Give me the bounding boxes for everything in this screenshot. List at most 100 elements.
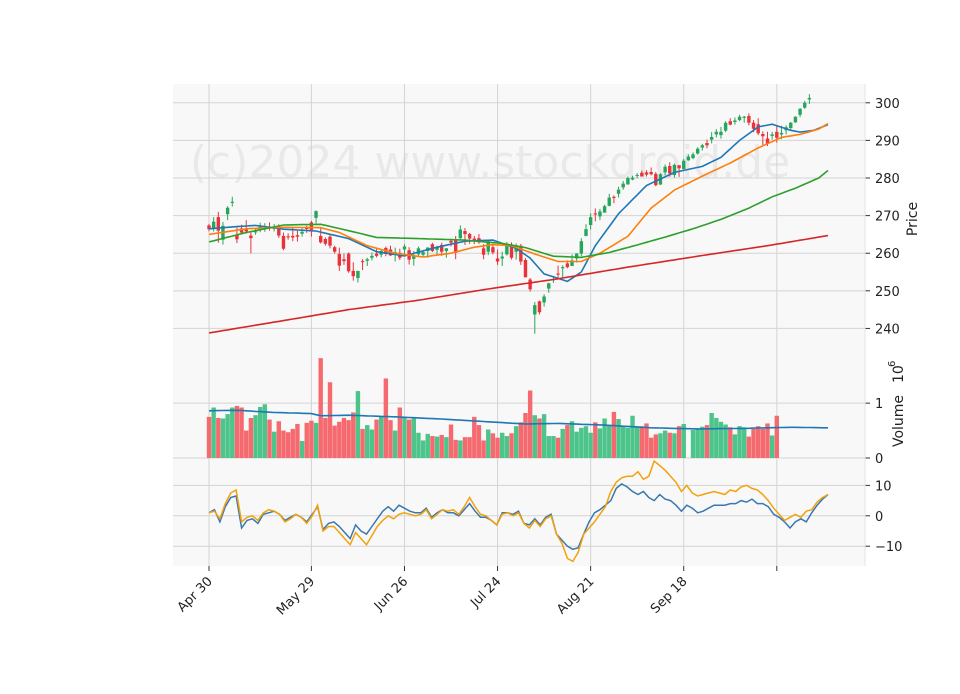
- candle-body: [570, 260, 574, 267]
- volume-bar: [341, 417, 347, 458]
- candle-body: [691, 154, 695, 159]
- x-tick-label: Jun 26: [371, 574, 411, 614]
- volume-bar: [746, 436, 752, 458]
- volume-bar: [672, 433, 677, 458]
- volume-bar: [569, 421, 575, 458]
- candle-body: [547, 283, 551, 289]
- volume-bar: [574, 431, 579, 458]
- volume-bar: [630, 415, 635, 458]
- candle-body: [365, 259, 369, 261]
- volume-bar: [714, 417, 719, 458]
- volume-bar: [565, 425, 570, 458]
- candle-body: [309, 222, 314, 230]
- volume-bar: [537, 418, 542, 458]
- candle-body: [249, 235, 253, 239]
- volume-bar: [397, 407, 403, 458]
- candle-body: [337, 253, 342, 266]
- candle-body: [472, 238, 476, 241]
- candle-body: [318, 235, 323, 243]
- candle-body: [556, 273, 560, 275]
- candle-body: [216, 217, 221, 231]
- volume-bar: [248, 417, 254, 458]
- volume-bar: [486, 429, 491, 458]
- volume-bar: [234, 405, 240, 458]
- volume-bar: [690, 430, 696, 458]
- candle-body: [579, 241, 584, 254]
- candle-body: [700, 145, 705, 148]
- volume-bar: [513, 426, 519, 458]
- candle-body: [481, 248, 486, 255]
- volume-bar: [583, 426, 589, 458]
- volume-bar: [257, 406, 263, 458]
- candle-body: [281, 235, 286, 249]
- candle-body: [789, 122, 793, 128]
- candle-body: [649, 171, 653, 175]
- volume-bar: [388, 420, 393, 458]
- candle-body: [598, 211, 602, 217]
- candle-body: [533, 305, 537, 315]
- candle-body: [561, 267, 565, 269]
- candle-body: [495, 258, 500, 262]
- volume-bar: [662, 430, 668, 458]
- candle-body: [751, 122, 756, 129]
- volume-bar: [760, 428, 766, 458]
- volume-bar: [546, 436, 551, 458]
- volume-bar: [262, 404, 268, 458]
- candle-body: [500, 256, 504, 259]
- volume-bar: [323, 417, 328, 458]
- candle-body: [346, 253, 351, 272]
- x-tick-label: Apr 30: [175, 574, 216, 615]
- candle-body: [332, 247, 337, 252]
- candle-body: [230, 201, 234, 203]
- volume-tick-label: 0: [875, 452, 883, 467]
- candle-body: [621, 183, 625, 188]
- volume-bar: [337, 421, 342, 458]
- volume-bar: [472, 416, 477, 458]
- candle-body: [668, 165, 672, 174]
- volume-bar: [495, 437, 500, 458]
- volume-bar: [621, 426, 626, 458]
- osc-tick-label: 0: [875, 510, 883, 525]
- volume-bar: [742, 427, 747, 458]
- volume-bar: [755, 426, 761, 458]
- volume-bar: [206, 416, 212, 458]
- volume-bar: [369, 429, 375, 458]
- price-tick-label: 290: [875, 134, 900, 149]
- candle-body: [654, 173, 658, 186]
- volume-bar: [267, 419, 272, 458]
- volume-bar: [737, 426, 742, 458]
- volume-bar: [467, 437, 472, 458]
- volume-bar: [430, 436, 435, 458]
- volume-bar: [271, 431, 277, 458]
- candle-body: [314, 211, 318, 218]
- candle-body: [295, 235, 300, 237]
- volume-bar: [718, 421, 724, 458]
- volume-bar: [225, 414, 230, 458]
- volume-bar: [276, 421, 282, 458]
- volume-bar: [406, 419, 412, 458]
- price-axis-label: Price: [905, 202, 921, 236]
- candle-body: [770, 134, 774, 136]
- candle-body: [756, 124, 760, 134]
- candle-body: [630, 177, 635, 180]
- candle-body: [635, 175, 639, 177]
- candle-body: [588, 217, 593, 226]
- volume-bar: [555, 437, 561, 458]
- candle-body: [286, 236, 290, 238]
- volume-bar: [374, 419, 379, 458]
- candle-body: [453, 239, 458, 253]
- price-tick-label: 280: [875, 172, 900, 187]
- candle-body: [370, 255, 374, 258]
- candle-body: [714, 131, 719, 135]
- volume-bar: [551, 436, 556, 458]
- volume-bar: [769, 435, 775, 458]
- x-tick-label: May 29: [274, 574, 318, 618]
- candle-body: [593, 213, 597, 215]
- volume-bar: [290, 428, 295, 458]
- volume-bar: [644, 423, 649, 458]
- candle-body: [519, 245, 523, 262]
- volume-bar: [434, 436, 440, 458]
- volume-bar: [327, 382, 333, 458]
- volume-bar: [244, 430, 249, 458]
